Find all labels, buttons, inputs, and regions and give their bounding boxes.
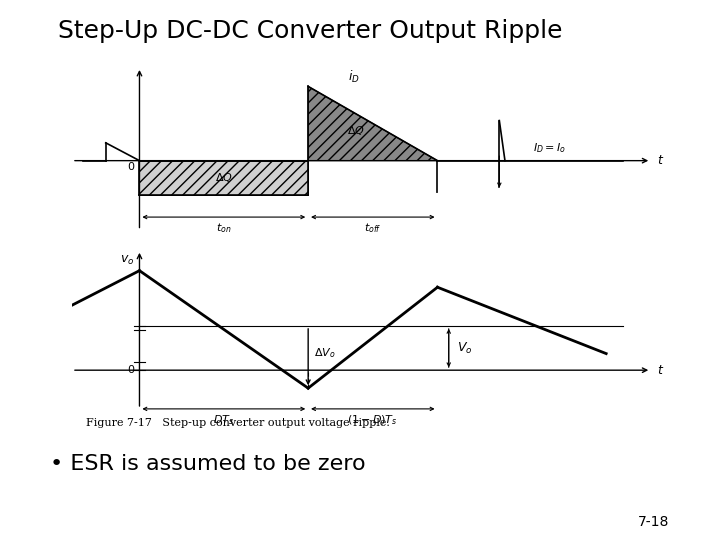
Text: $t_{on}$: $t_{on}$ [216,221,232,235]
Text: $t_{off}$: $t_{off}$ [364,221,382,235]
Text: $i_D$: $i_D$ [348,69,359,85]
Text: $V_o$: $V_o$ [457,341,472,356]
Text: Figure 7-17   Step-up converter output voltage ripple.: Figure 7-17 Step-up converter output vol… [86,418,390,429]
Text: 7-18: 7-18 [638,515,670,529]
Text: $\Delta Q$: $\Delta Q$ [347,124,365,138]
Text: $\Delta Q$: $\Delta Q$ [215,171,233,184]
Text: $I_D = I_o$: $I_D = I_o$ [533,141,566,154]
Text: $\Delta V_o$: $\Delta V_o$ [314,346,336,360]
Text: Step-Up DC-DC Converter Output Ripple: Step-Up DC-DC Converter Output Ripple [58,19,562,43]
Text: $t$: $t$ [657,363,664,377]
Text: $t$: $t$ [657,154,664,167]
Text: $v_o$: $v_o$ [120,254,134,267]
Text: • ESR is assumed to be zero: • ESR is assumed to be zero [50,454,366,474]
Polygon shape [308,86,438,160]
Text: 0: 0 [127,365,134,375]
Text: $(1-D)T_s$: $(1-D)T_s$ [348,413,398,427]
Text: $DT_s$: $DT_s$ [213,413,235,427]
Polygon shape [140,160,308,195]
Text: 0: 0 [127,162,134,172]
